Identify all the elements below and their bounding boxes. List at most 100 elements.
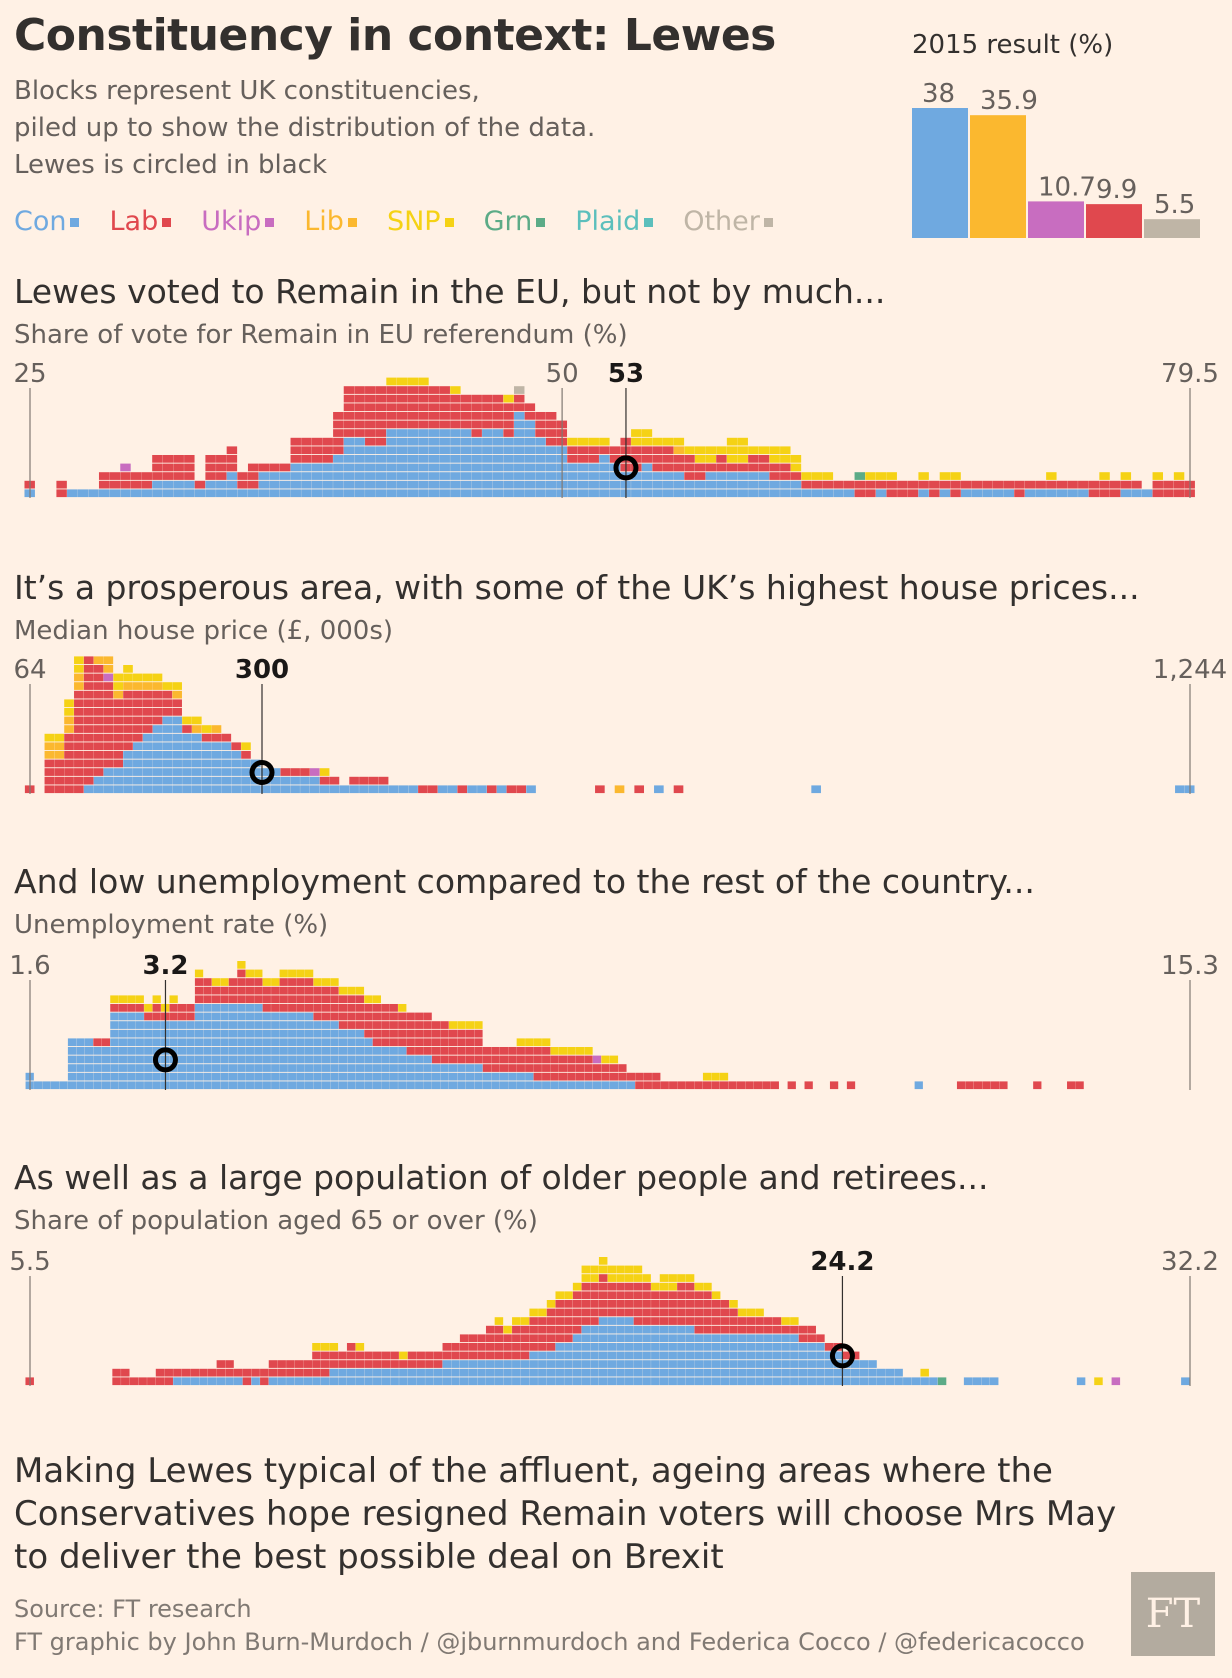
constituency-block: [780, 446, 791, 455]
constituency-block: [338, 995, 348, 1004]
constituency-block: [355, 1360, 365, 1368]
constituency-block: [668, 1274, 677, 1282]
constituency-block: [737, 489, 748, 498]
constituency-block: [798, 1368, 808, 1377]
constituency-block: [343, 412, 355, 420]
constituency-block: [64, 733, 74, 742]
constituency-block: [598, 1360, 608, 1368]
constituency-block: [503, 446, 514, 455]
constituency-block: [211, 1081, 221, 1090]
constituency-block: [194, 1047, 204, 1055]
constituency-block: [609, 489, 621, 498]
constituency-block: [251, 1377, 260, 1386]
constituency-block: [220, 1072, 229, 1081]
constituency-block: [142, 673, 153, 682]
constituency-block: [64, 768, 74, 776]
constituency-block: [545, 420, 557, 429]
constituency-block: [868, 1377, 877, 1386]
constituency-block: [764, 1334, 773, 1343]
constituency-block: [144, 1012, 153, 1021]
constituency-block: [415, 1081, 424, 1090]
constituency-block: [584, 1064, 593, 1072]
constituency-block: [625, 1265, 634, 1274]
constituency-block: [677, 1274, 686, 1282]
constituency-block: [555, 1325, 564, 1334]
constituency-block: [254, 1029, 263, 1038]
constituency-block: [279, 1038, 288, 1047]
constituency-block: [631, 437, 642, 446]
constituency-block: [482, 1047, 492, 1055]
constituency-block: [529, 1325, 538, 1334]
constituency-block: [726, 480, 738, 489]
constituency-block: [631, 472, 642, 480]
constituency-block: [538, 1334, 547, 1343]
constituency-block: [684, 480, 695, 489]
constituency-block: [133, 699, 143, 708]
constituency-block: [616, 1360, 625, 1368]
constituency-block: [575, 1072, 585, 1081]
constituency-block: [254, 1081, 263, 1090]
constituency-block: [226, 472, 238, 480]
constituency-block: [914, 1081, 923, 1090]
constituency-block: [668, 1282, 677, 1291]
constituency-block: [216, 1368, 226, 1377]
constituency-block: [329, 785, 340, 794]
constituency-block: [372, 1021, 381, 1029]
panel-1-subheading: Share of vote for Remain in EU referendu…: [14, 320, 628, 350]
constituency-block: [829, 1081, 839, 1090]
constituency-block: [503, 1377, 512, 1386]
constituency-block: [720, 1360, 730, 1368]
legend-label: Lab: [109, 206, 159, 237]
constituency-block: [457, 1029, 466, 1038]
constituency-block: [428, 429, 440, 437]
constituency-block: [651, 1377, 660, 1386]
constituency-block: [428, 455, 440, 463]
constituency-block: [471, 455, 482, 463]
constituency-block: [1003, 489, 1014, 498]
constituency-block: [152, 742, 163, 751]
constituency-block: [418, 386, 429, 394]
constituency-block: [781, 1360, 790, 1368]
constituency-block: [203, 1038, 212, 1047]
constituency-block: [1099, 480, 1110, 489]
constituency-block: [221, 733, 232, 742]
constituency-block: [503, 412, 514, 420]
constituency-block: [93, 776, 104, 785]
lewes-marker-label: 300: [235, 656, 289, 685]
constituency-block: [631, 446, 642, 455]
constituency-block: [703, 1308, 712, 1317]
constituency-block: [1175, 785, 1185, 794]
constituency-block: [663, 455, 674, 463]
constituency-block: [381, 1072, 390, 1081]
constituency-block: [354, 412, 365, 420]
page-title: Constituency in context: Lewes: [14, 10, 776, 61]
constituency-block: [533, 1072, 542, 1081]
constituency-block: [300, 776, 310, 785]
constituency-block: [460, 394, 472, 403]
constituency-block: [245, 986, 254, 995]
constituency-block: [694, 1308, 704, 1317]
constituency-block: [598, 1377, 608, 1386]
constituency-block: [386, 403, 397, 412]
constituency-block: [216, 472, 227, 480]
constituency-block: [304, 1029, 314, 1038]
constituency-block: [320, 1377, 330, 1386]
constituency-block: [816, 1351, 825, 1360]
constituency-block: [492, 480, 504, 489]
constituency-block: [720, 1334, 730, 1343]
constituency-block: [415, 1012, 424, 1021]
constituency-block: [685, 1274, 695, 1282]
constituency-block: [237, 978, 246, 986]
constituency-block: [84, 1038, 94, 1047]
constituency-block: [989, 1377, 999, 1386]
constituency-block: [903, 1377, 912, 1386]
constituency-block: [550, 1064, 559, 1072]
constituency-block: [177, 1072, 187, 1081]
constituency-block: [641, 455, 653, 463]
constituency-block: [127, 1004, 136, 1012]
lewes-circle: [613, 455, 639, 481]
constituency-block: [144, 1004, 153, 1012]
constituency-block: [127, 1021, 136, 1029]
constituency-block: [133, 759, 143, 768]
constituency-block: [643, 1081, 652, 1090]
